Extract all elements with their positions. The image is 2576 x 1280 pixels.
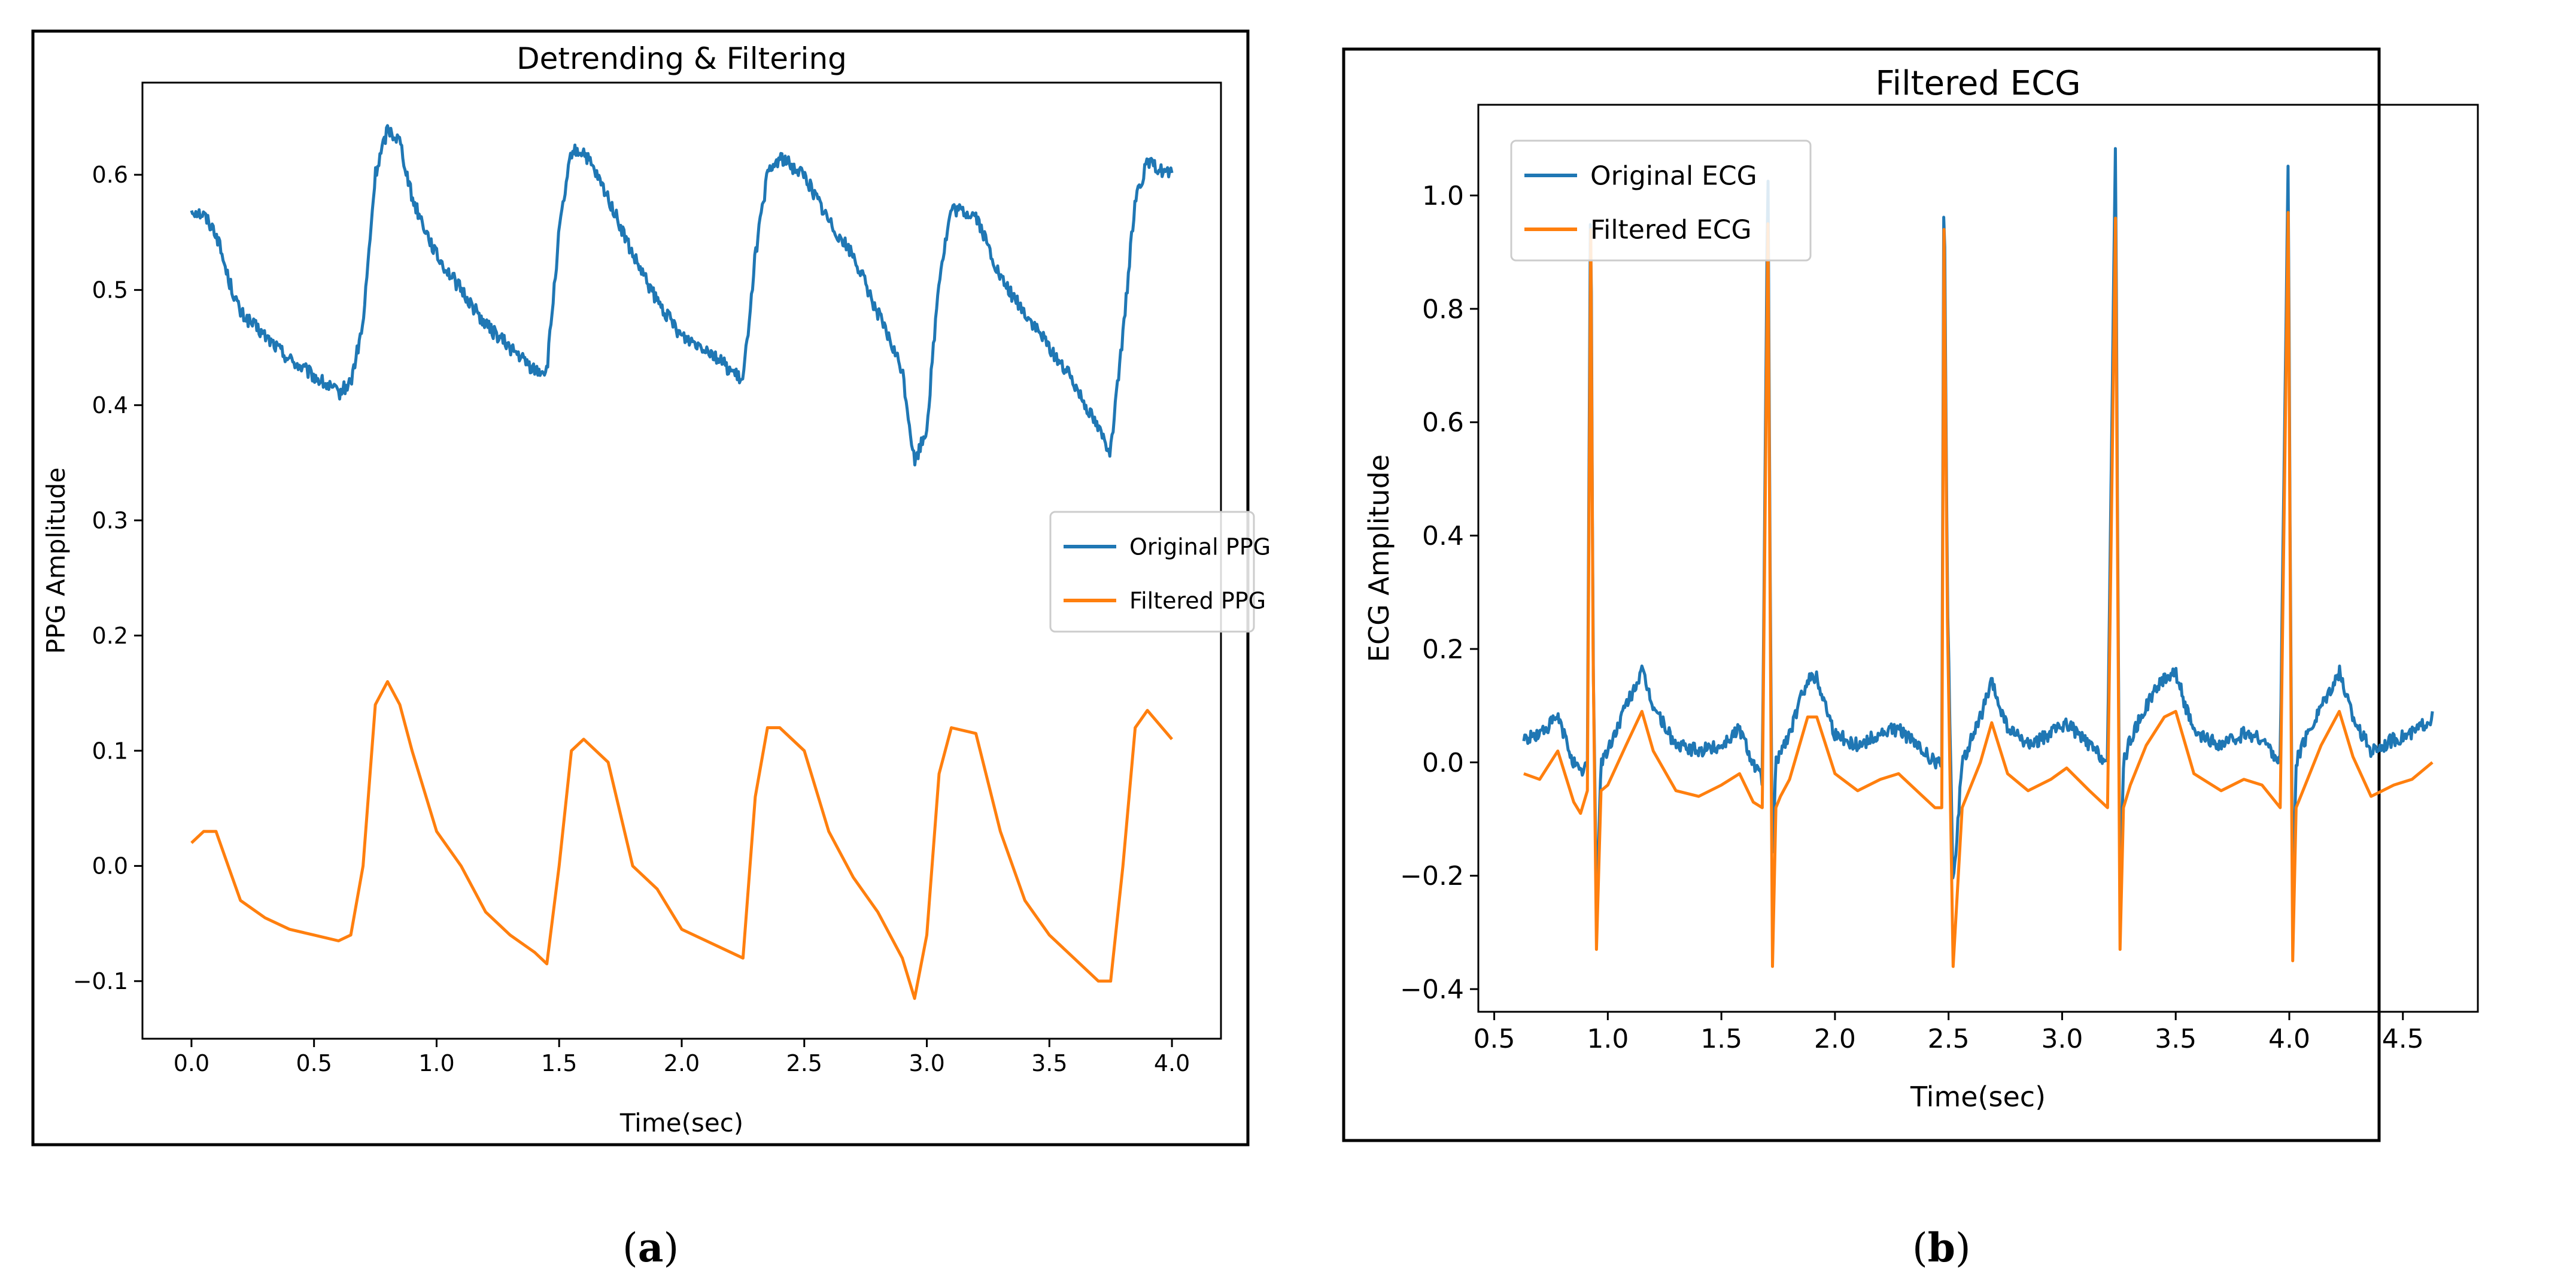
x-axis-label: Time(sec) <box>619 1108 743 1138</box>
y-tick-label: 0.1 <box>92 738 128 764</box>
y-tick-label: 0.8 <box>1422 294 1464 324</box>
caption-b: (b) <box>1912 1224 1971 1271</box>
y-tick-label: −0.4 <box>1400 975 1464 1005</box>
panel-b-axes <box>1477 104 2479 1013</box>
caption-a-label: a <box>637 1224 664 1271</box>
x-tick-label: 2.0 <box>664 1050 700 1076</box>
y-tick-label: −0.2 <box>1400 861 1464 891</box>
x-tick-label: 4.0 <box>1154 1050 1190 1076</box>
legend-box <box>1510 139 1812 262</box>
panel-a-chart: Detrending & Filtering 0.0 0.5 1.0 1.5 2.0 2.5… <box>31 29 1271 1146</box>
x-tick-label: 4.5 <box>2382 1024 2424 1054</box>
x-tick-label: 3.5 <box>2155 1024 2197 1054</box>
caption-b-label: b <box>1927 1224 1955 1271</box>
y-tick-label: 0.2 <box>92 623 128 649</box>
legend-entry-label: Original ECG <box>1590 160 1757 191</box>
y-tick-label: −0.1 <box>73 968 128 994</box>
series-line-original-ppg <box>190 124 1174 467</box>
panel-b-title: Filtered ECG <box>1875 64 2080 103</box>
caption-a: (a) <box>622 1224 679 1271</box>
x-tick-label: 0.0 <box>174 1050 209 1076</box>
x-tick-label: 4.0 <box>2268 1024 2310 1054</box>
x-tick-label: 1.0 <box>1587 1024 1629 1054</box>
y-tick-label: 0.4 <box>92 392 128 418</box>
x-tick-label: 0.5 <box>296 1050 332 1076</box>
y-axis-label: PPG Amplitude <box>41 468 71 654</box>
x-tick-label: 3.0 <box>2041 1024 2083 1054</box>
x-tick-label: 0.5 <box>1474 1024 1515 1054</box>
series-line-filtered-ecg <box>1523 211 2434 968</box>
x-tick-label: 3.0 <box>909 1050 944 1076</box>
panel-b-chart: Filtered ECG 0.5 1.0 1.5 2.0 2.5 3.0 3.5 4.0 4.5 −… <box>1342 47 2479 1142</box>
y-tick-label: 0.6 <box>92 162 128 188</box>
series-line-filtered-ppg <box>190 680 1174 1000</box>
legend-entry-label: Original PPG <box>1129 533 1271 560</box>
x-tick-label: 2.5 <box>1928 1024 1970 1054</box>
panel-b-frame <box>1342 47 2381 1142</box>
x-tick-label: 3.5 <box>1031 1050 1067 1076</box>
y-tick-label: 0.0 <box>1422 748 1464 778</box>
y-axis-label: ECG Amplitude <box>1363 454 1395 662</box>
y-tick-label: 0.4 <box>1422 521 1464 551</box>
y-tick-label: 0.0 <box>92 853 128 879</box>
x-tick-label: 2.0 <box>1814 1024 1856 1054</box>
legend-entry-label: Filtered ECG <box>1590 214 1752 245</box>
x-axis-label: Time(sec) <box>1910 1081 2046 1113</box>
y-tick-label: 0.6 <box>1422 408 1464 438</box>
panel-a-title: Detrending & Filtering <box>517 41 847 76</box>
y-tick-label: 0.5 <box>92 277 128 304</box>
x-tick-label: 2.5 <box>786 1050 822 1076</box>
x-tick-label: 1.0 <box>418 1050 454 1076</box>
y-tick-label: 0.3 <box>92 507 128 533</box>
y-tick-label: 0.2 <box>1422 634 1464 665</box>
y-tick-label: 1.0 <box>1422 181 1464 211</box>
x-tick-label: 1.5 <box>1700 1024 1742 1054</box>
legend-entry-label: Filtered PPG <box>1129 587 1266 614</box>
x-tick-label: 1.5 <box>541 1050 577 1076</box>
